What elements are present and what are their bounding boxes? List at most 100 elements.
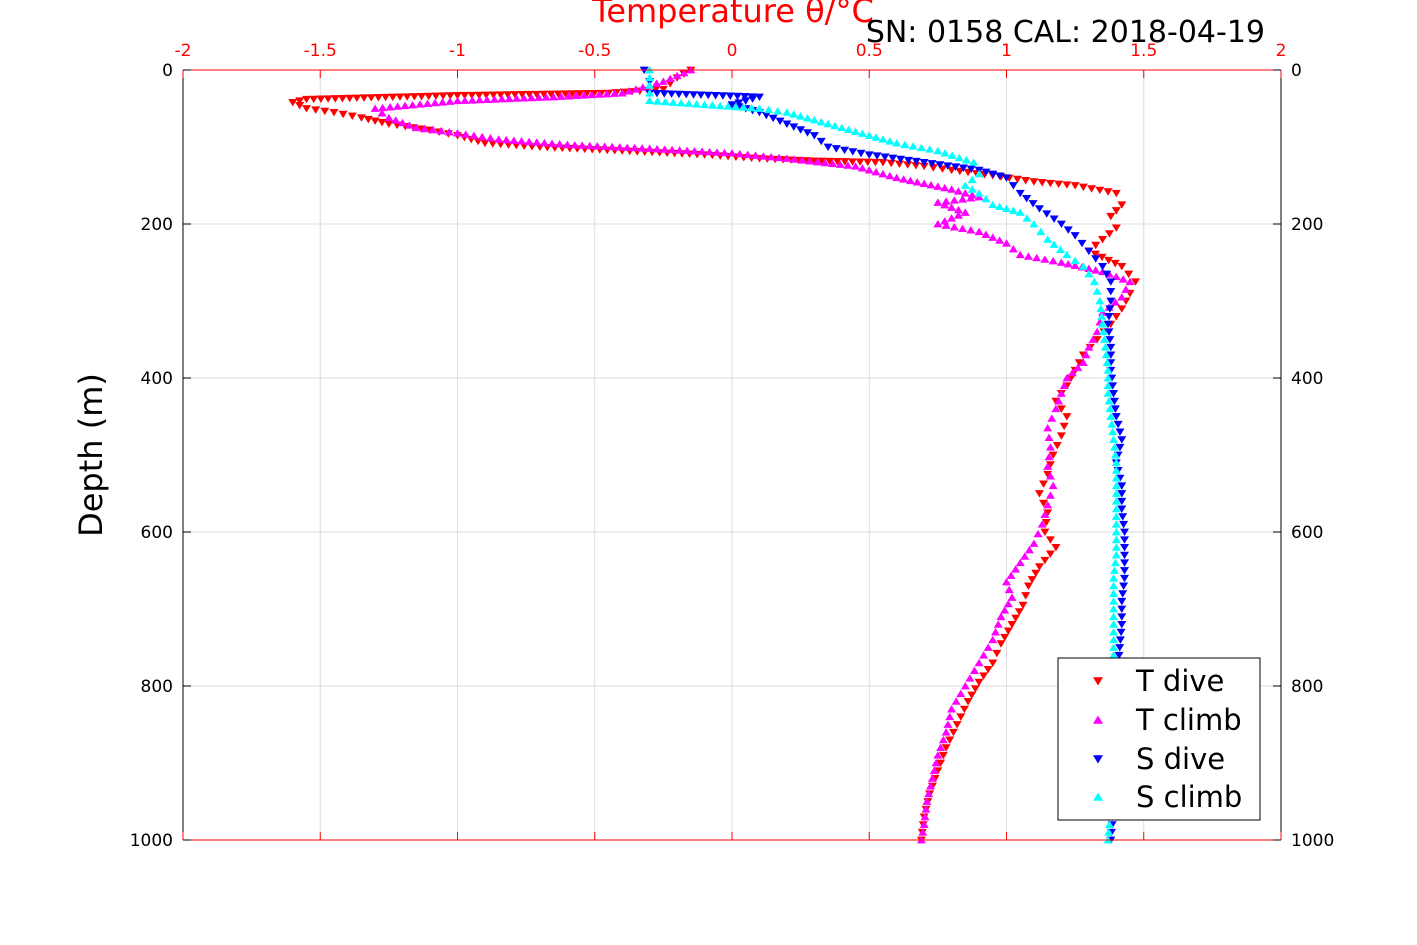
- series-0-interp-point: [1111, 313, 1121, 321]
- series-1-interp-point: [945, 712, 955, 721]
- series-3-point: [892, 139, 902, 147]
- series-2-interp-point: [1105, 305, 1115, 313]
- series-1-interp-point: [1040, 510, 1050, 519]
- series-3-interp-point: [1111, 512, 1121, 520]
- series-3-interp-point: [1109, 643, 1119, 651]
- series-3-point: [1111, 527, 1121, 536]
- series-1-interp-point: [1008, 244, 1018, 253]
- series-1-interp-point: [1118, 275, 1128, 283]
- series-1-interp-point: [1088, 335, 1098, 343]
- series-1-interp-point: [524, 137, 534, 146]
- series-1-interp-point: [995, 236, 1005, 244]
- series-2-interp-point: [667, 90, 677, 98]
- series-2-interp-point: [796, 126, 806, 134]
- series-3-point: [1103, 366, 1113, 374]
- series-1-point: [1056, 258, 1066, 266]
- serial-calibration-label: SN: 0158 CAL: 2018-04-19: [866, 15, 1265, 50]
- series-0-point: [384, 120, 394, 128]
- series-3-point: [974, 189, 984, 197]
- series-1-interp-point: [797, 156, 807, 164]
- series-1-interp-point: [820, 158, 830, 167]
- series-0-interp-point: [517, 91, 527, 99]
- series-0-interp-point: [438, 92, 448, 100]
- series-1-interp-point: [743, 150, 753, 159]
- series-3-point: [1062, 250, 1072, 259]
- series-1-point: [1002, 578, 1011, 586]
- series-0-point: [302, 105, 312, 113]
- series-1-point: [974, 193, 984, 201]
- series-1-interp-point: [921, 805, 931, 813]
- series-0-interp-point: [983, 665, 993, 674]
- series-0-interp-point: [1091, 241, 1101, 250]
- series-1-point: [1043, 462, 1053, 470]
- series-2-interp-point: [761, 111, 771, 120]
- series-0-interp-point: [373, 94, 383, 102]
- series-0-interp-point: [460, 91, 470, 100]
- series-3-interp-point: [1022, 214, 1032, 222]
- series-1-point: [1002, 239, 1011, 247]
- y-tick-label-left: 200: [141, 215, 173, 235]
- series-2-point: [727, 101, 737, 109]
- series-3-point: [851, 127, 861, 135]
- series-1-interp-point: [697, 147, 707, 155]
- series-2-point: [1117, 597, 1127, 606]
- series-0-interp-point: [402, 93, 412, 101]
- series-0-interp-point: [1087, 185, 1097, 193]
- series-0-interp-point: [1012, 175, 1022, 184]
- series-0-interp-point: [847, 158, 857, 166]
- series-0-interp-point: [855, 158, 865, 166]
- series-0-interp-point: [1078, 183, 1088, 192]
- x-tick-label: 0: [727, 41, 738, 61]
- series-1-interp-point: [594, 90, 604, 98]
- series-0-interp-point: [582, 90, 592, 98]
- series-3-point: [1100, 343, 1110, 351]
- series-3-point: [1111, 551, 1121, 559]
- series-0-point: [1117, 262, 1127, 271]
- series-1-interp-point: [1047, 414, 1057, 422]
- series-3-point: [1029, 219, 1039, 228]
- series-2-interp-point: [1117, 490, 1127, 498]
- legend-marker-3: [1093, 792, 1103, 801]
- series-3-interp-point: [967, 185, 977, 193]
- series-1-interp-point: [1011, 565, 1021, 573]
- series-3-interp-point: [981, 194, 991, 203]
- series-3-point: [1111, 458, 1121, 467]
- series-0-interp-point: [366, 94, 376, 102]
- series-0-interp-point: [928, 164, 938, 172]
- series-3-point: [974, 169, 984, 178]
- series-0-interp-point: [363, 115, 373, 124]
- series-1-point: [645, 144, 655, 152]
- series-1-interp-point: [843, 161, 853, 169]
- series-1-interp-point: [979, 651, 989, 659]
- series-0-point: [952, 721, 962, 729]
- series-3-interp-point: [1109, 589, 1119, 597]
- series-0-interp-point: [1104, 230, 1114, 238]
- series-2-interp-point: [1063, 226, 1073, 234]
- series-3-interp-point: [878, 135, 888, 143]
- series-1-interp-point: [585, 141, 595, 150]
- series-3-interp-point: [961, 156, 971, 164]
- series-2-interp-point: [711, 92, 721, 100]
- y-axis-title: Depth (m): [72, 373, 110, 537]
- series-2-interp-point: [1120, 536, 1130, 544]
- series-3-interp-point: [676, 98, 686, 107]
- legend-marker-1: [1093, 715, 1103, 724]
- series-3-interp-point: [707, 101, 717, 109]
- series-2-point: [1070, 232, 1080, 240]
- series-1-interp-point: [918, 828, 928, 836]
- series-1-interp-point: [571, 91, 581, 100]
- series-0-interp-point: [945, 736, 955, 744]
- series-3-interp-point: [871, 133, 881, 141]
- series-1-interp-point: [871, 167, 881, 176]
- series-3-interp-point: [796, 112, 806, 120]
- series-1-point: [960, 208, 970, 216]
- series-2-interp-point: [1109, 397, 1119, 406]
- series-2-point: [823, 143, 833, 152]
- series-1-interp-point: [758, 152, 768, 160]
- series-1-interp-point: [885, 171, 895, 180]
- series-0-point: [1070, 182, 1080, 190]
- series-1-interp-point: [835, 160, 845, 168]
- series-2-point: [1015, 189, 1025, 198]
- series-1-interp-point: [555, 140, 565, 148]
- series-3-interp-point: [864, 131, 874, 139]
